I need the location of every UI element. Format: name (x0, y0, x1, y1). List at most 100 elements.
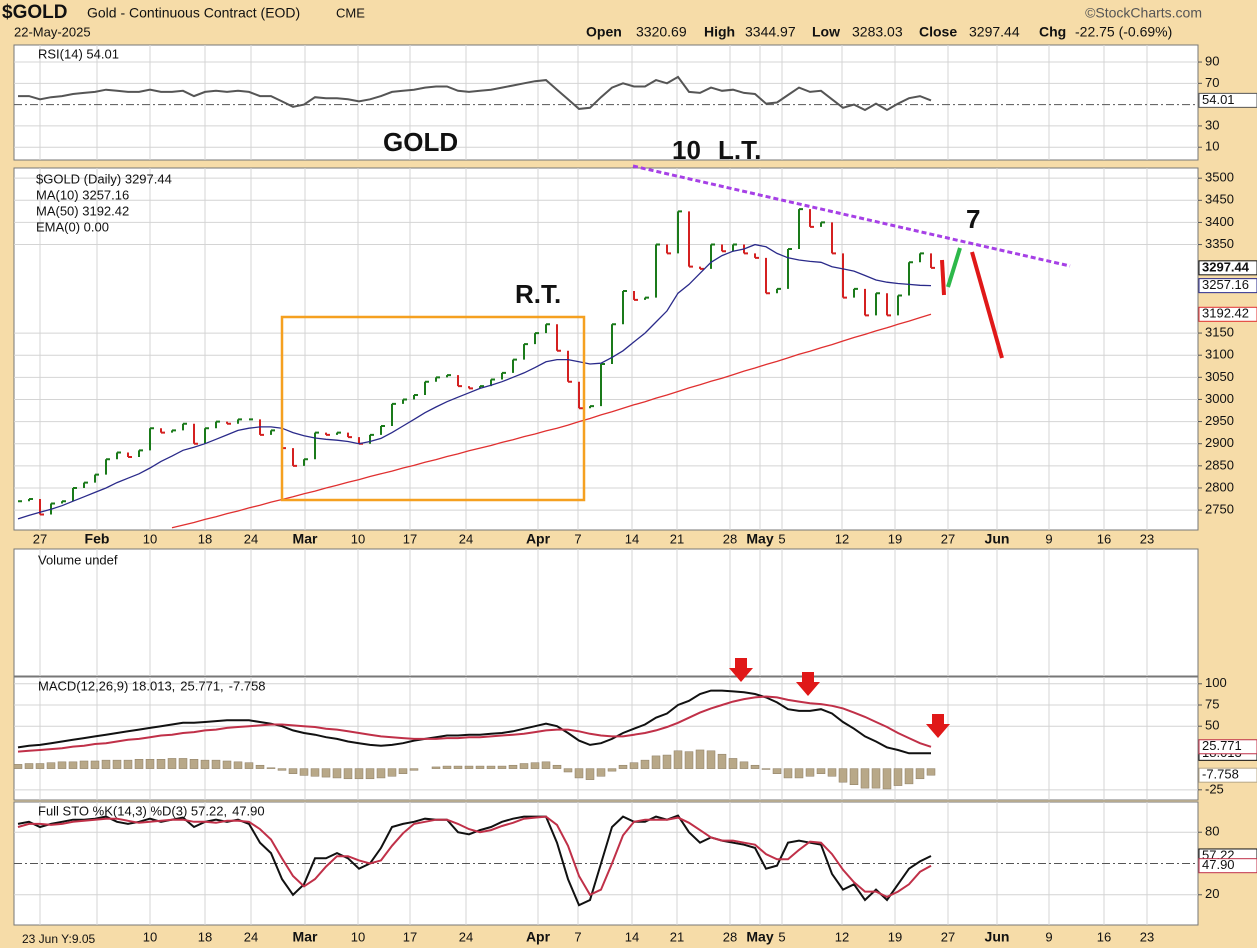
x-tick-label: 10 (351, 929, 365, 944)
panel (13, 676, 1199, 801)
histogram-bar (167, 758, 177, 769)
histogram-bar (145, 759, 155, 769)
price-bar (523, 343, 528, 360)
price-bar (116, 451, 121, 460)
price-bar (908, 261, 913, 296)
x-tick-label: Feb (85, 531, 110, 547)
histogram-bar (497, 765, 507, 769)
histogram-bar (486, 765, 496, 769)
x-tick-label: 18 (198, 929, 212, 944)
histogram-bar (332, 768, 342, 779)
histogram-bar (189, 759, 199, 769)
down-arrow (796, 672, 820, 696)
price-bar (930, 253, 935, 269)
price-bar (446, 374, 451, 378)
histogram-bar (728, 758, 738, 769)
price-bar (61, 500, 66, 504)
histogram-bar (629, 762, 639, 769)
y-tick-label: 2950 (1205, 413, 1234, 428)
quote-label: High (704, 24, 735, 40)
value-tag (1198, 858, 1257, 874)
legend-entry: EMA(0) 0.00 (36, 219, 109, 234)
value-tag (1198, 92, 1257, 108)
price-bar (347, 432, 352, 439)
histogram-bar (596, 768, 606, 777)
x-tick-label: 19 (888, 929, 902, 944)
price-bar (809, 209, 814, 228)
histogram-bar (398, 768, 408, 774)
source: ©StockCharts.com (1085, 5, 1202, 21)
x-tick-label: 10 (143, 929, 157, 944)
histogram-bar (926, 768, 936, 776)
x-tick-label: 10 (143, 531, 157, 546)
y-tick-label: 90 (1205, 53, 1219, 68)
histogram-bar (35, 763, 45, 769)
price-bar (545, 323, 550, 334)
price-bar (710, 243, 715, 269)
price-bar (556, 324, 561, 352)
histogram-bar (90, 760, 100, 769)
x-tick-label: 24 (459, 531, 473, 546)
quote-label: Open (586, 24, 622, 40)
value-tag (1198, 260, 1257, 276)
histogram-bar (530, 762, 540, 769)
price-bar (842, 253, 847, 299)
histogram-bar (376, 768, 386, 779)
price-bar (875, 292, 880, 316)
y-tick-label: 50 (1205, 718, 1219, 733)
histogram-bar (607, 768, 617, 772)
histogram-bar (387, 768, 397, 777)
price-bar (402, 398, 407, 404)
legend-entry: MA(50) 3192.42 (36, 203, 129, 218)
quote-label: Close (919, 24, 957, 40)
histogram-bar (783, 768, 793, 779)
price-bar (457, 375, 462, 388)
price-bar (424, 380, 429, 396)
price-bar (413, 394, 418, 400)
value-tag-label: 3192.42 (1202, 306, 1249, 321)
histogram-bar (101, 759, 111, 769)
price-bar (369, 433, 374, 444)
footer: 23 Jun Y:9.05 (22, 932, 96, 946)
histogram-bar (574, 768, 584, 779)
price-bar (303, 458, 308, 466)
price-bar (754, 253, 759, 259)
histogram-bar (233, 761, 243, 769)
histogram-bar (57, 761, 67, 769)
price-bar (622, 290, 627, 325)
histogram-bar (431, 766, 441, 769)
red-stroke (940, 259, 946, 296)
quote-label: Low (812, 24, 840, 40)
price-bar (314, 431, 319, 460)
down-arrow (926, 714, 950, 738)
x-tick-label: 12 (835, 929, 849, 944)
histogram-bar (838, 768, 848, 783)
price-bar (666, 244, 671, 255)
value-tag-label: 47.90 (1202, 857, 1235, 872)
symbol: $GOLD (2, 2, 67, 23)
x-tick-label: 16 (1097, 929, 1111, 944)
quote-value: -22.75 (-0.69%) (1075, 24, 1172, 40)
price-bar (292, 448, 297, 467)
histogram-bar (552, 764, 562, 769)
quote-value: 3297.44 (969, 24, 1020, 40)
price-bar (655, 243, 660, 298)
histogram-bar (123, 759, 133, 769)
price-bar (127, 452, 132, 458)
histogram-bar (750, 764, 760, 769)
value-tag (1198, 739, 1257, 755)
range-box (280, 315, 586, 502)
histogram-bar (684, 751, 694, 769)
histogram-bar (882, 768, 892, 790)
x-tick-label: 24 (459, 929, 473, 944)
price-bar (688, 211, 693, 268)
legend-entry: Full STO %K(14,3) %D(3) 57.22, (38, 803, 227, 818)
x-tick-label: 27 (941, 929, 955, 944)
price-bar (83, 481, 88, 488)
price-bar (776, 287, 781, 294)
x-tick-label: 28 (723, 531, 737, 546)
legend-entry: -7.758 (229, 678, 266, 693)
x-tick-label: 5 (778, 929, 785, 944)
annotation: R.T. (515, 279, 561, 309)
